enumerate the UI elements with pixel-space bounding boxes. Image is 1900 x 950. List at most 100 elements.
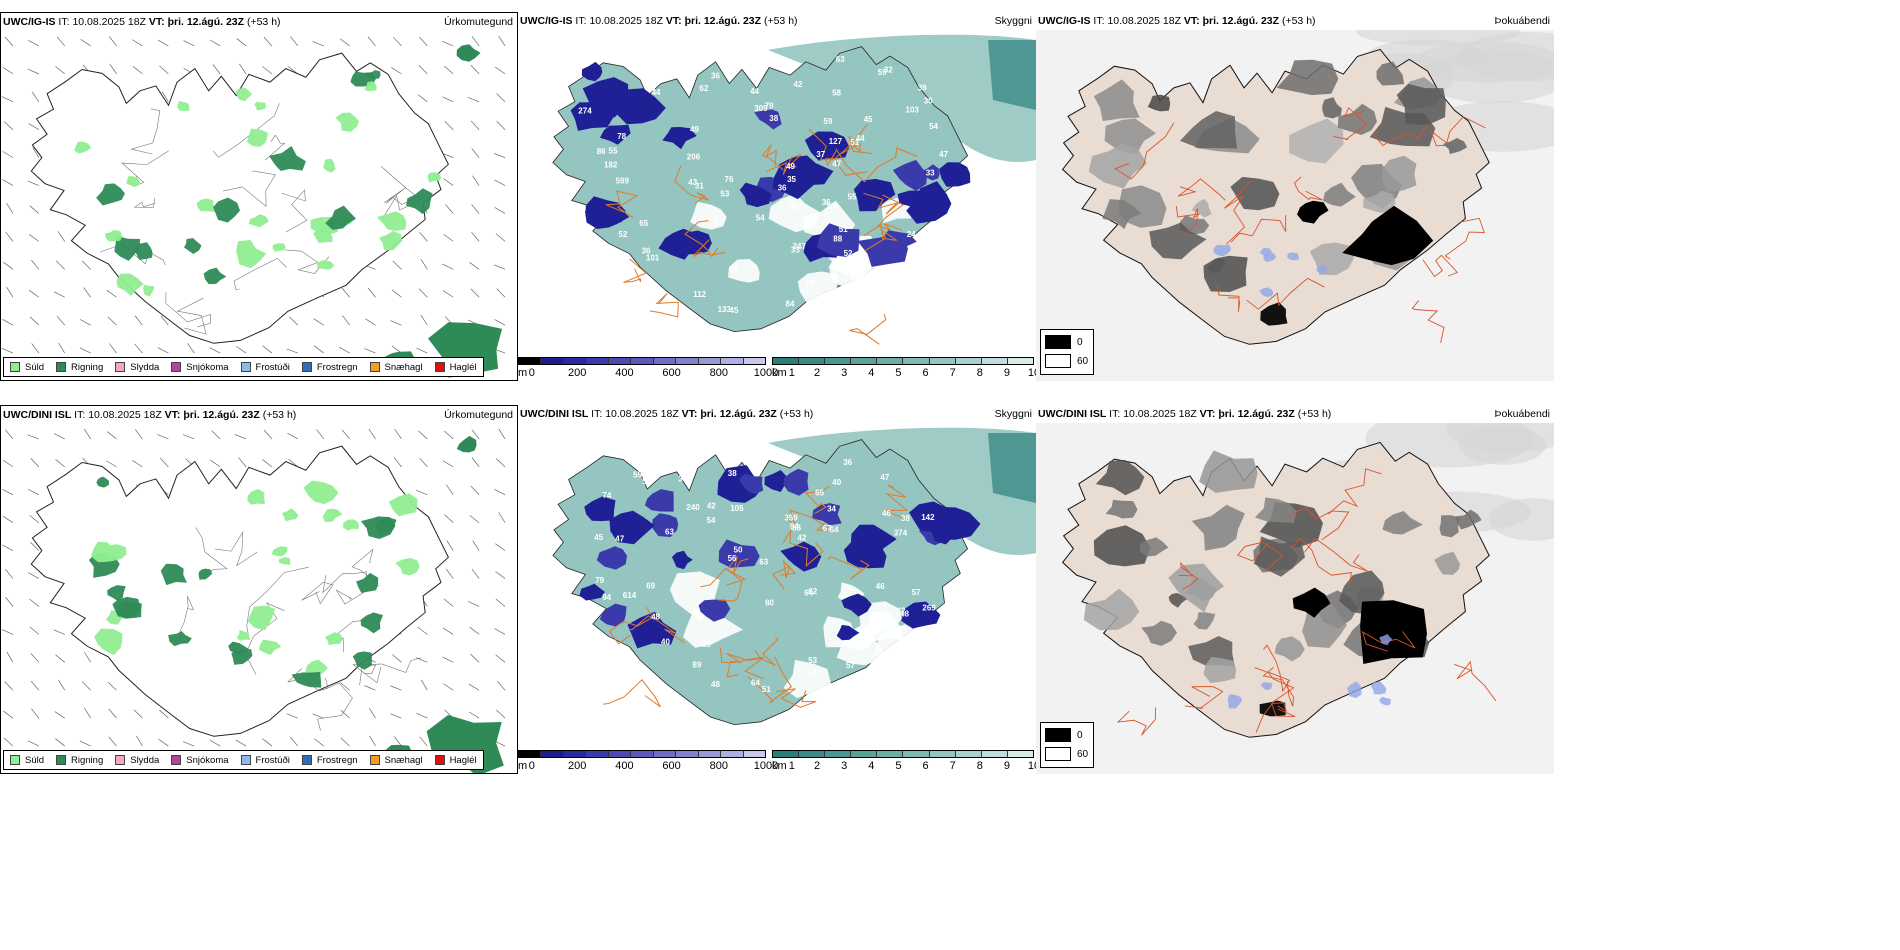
ceiling-value-label: 54: [707, 516, 716, 525]
colorbar-segment: [676, 358, 699, 364]
wind-barb: [494, 319, 506, 326]
visibility-map[interactable]: 55 54 52 36 51 43 51 40 63 59 47 84 37 88 65 59 36 32 33 31…: [518, 30, 1036, 355]
precip-cell: [278, 557, 291, 565]
fog-index-cell: [1289, 118, 1344, 164]
precip-map[interactable]: [1, 424, 517, 773]
terrain-contour: [827, 556, 870, 580]
low-ceiling-cell: [627, 611, 677, 649]
ceiling-value-label: 35: [787, 175, 796, 184]
wind-barb: [132, 66, 143, 75]
precip-cell: [395, 558, 420, 576]
colorbar-tick-label: 0: [528, 367, 535, 379]
terrain-contour: [885, 484, 909, 521]
wind-barb: [3, 737, 14, 747]
wind-barb: [211, 430, 221, 440]
fog-index-cell: [1102, 199, 1142, 230]
visibility-field: [988, 433, 1036, 503]
colorbar-segment: [586, 358, 609, 364]
wind-barb: [419, 736, 428, 747]
ceiling-value-label: 36: [822, 198, 831, 207]
precip-cell: [388, 493, 418, 517]
wind-barb: [29, 316, 40, 326]
precip-cell: [364, 81, 377, 92]
ceiling-colorbar: [518, 750, 766, 758]
fog-map[interactable]: [1036, 30, 1554, 381]
wind-barb: [496, 120, 506, 130]
low-ceiling-cell: [596, 546, 627, 570]
wind-barb: [159, 65, 169, 75]
precip-cell: [160, 563, 187, 586]
ceiling-value-label: 63: [665, 528, 674, 537]
wind-barb: [494, 628, 506, 635]
precip-legend-swatch: [115, 362, 126, 372]
colorbar-segment: [773, 751, 800, 757]
precip-map[interactable]: [1, 31, 517, 380]
ceiling-value-label: 50: [729, 266, 738, 275]
wind-barb: [418, 430, 428, 440]
wind-barb: [312, 713, 324, 719]
ceiling-value-label: 57: [846, 661, 855, 670]
it-value: 10.08.2025 18Z: [88, 409, 162, 421]
wind-barb: [3, 261, 14, 270]
wind-barb: [56, 260, 65, 270]
wind-barb: [470, 485, 480, 496]
fog-map[interactable]: [1036, 423, 1554, 774]
visibility-map[interactable]: 65 64 64 62 47 46 74 48 79 38 46 36 34 39 38 45 56 40 80 24…: [518, 423, 1036, 748]
precip-cell: [213, 197, 241, 223]
precip-cell: [254, 101, 266, 111]
wind-barb: [341, 429, 350, 440]
fog-index-cell: [1105, 499, 1138, 519]
wind-barb: [443, 178, 454, 186]
fog-index-cell: [1147, 94, 1171, 112]
road-line: [1184, 686, 1224, 710]
model-label: UWC/DINI ISL: [520, 408, 589, 420]
ceiling-value-label: 49: [690, 125, 699, 134]
ceiling-value-label: 62: [699, 84, 708, 93]
precip-type-panel-top: UWC/IG-IS IT: 10.08.2025 18Z VT: þri. 12…: [0, 12, 518, 381]
wind-barb: [80, 39, 91, 47]
ceiling-value-label: 94: [790, 522, 799, 531]
wind-barb: [468, 683, 480, 691]
ceiling-value-label: 45: [864, 115, 873, 124]
precip-cell: [236, 630, 251, 641]
wind-barb: [108, 36, 117, 47]
precip-legend-item: Haglél: [434, 362, 477, 373]
wind-barb: [183, 40, 195, 47]
wind-barb: [416, 712, 428, 719]
wind-barb: [28, 489, 40, 496]
wind-barb: [340, 709, 350, 719]
wind-barb: [27, 180, 39, 186]
it-label: IT:: [74, 409, 86, 421]
road-line: [1270, 702, 1296, 717]
wind-barb: [367, 36, 376, 47]
terrain-contour: [776, 688, 817, 708]
fog-field: [1488, 498, 1554, 541]
wind-barb: [472, 175, 480, 186]
ceiling-colorbar: [518, 357, 766, 365]
precip-cell: [456, 44, 481, 62]
wind-barb: [417, 94, 428, 103]
precip-legend-item: Snæhagl: [369, 755, 423, 766]
road-line: [359, 657, 421, 686]
model-label: UWC/DINI ISL: [1038, 408, 1107, 420]
precip-legend-label: Rigning: [71, 754, 104, 766]
wind-barb: [262, 738, 273, 747]
visibility-panel-top: UWC/IG-IS IT: 10.08.2025 18Z VT: þri. 12…: [518, 12, 1036, 381]
wind-barb: [134, 343, 143, 354]
ceiling-value-label: 52: [844, 249, 853, 258]
wind-barb: [53, 291, 65, 298]
wind-barb: [82, 681, 91, 691]
wind-barb: [316, 429, 325, 440]
precip-cell: [107, 585, 126, 601]
road-line: [1216, 285, 1241, 312]
precip-cell: [406, 188, 433, 215]
road-line: [178, 595, 194, 635]
ceiling-value-label: 49: [786, 162, 795, 171]
terrain-contour: [747, 656, 793, 704]
wind-barb: [106, 431, 117, 440]
wind-barb: [312, 41, 324, 47]
precip-legend-swatch: [10, 755, 20, 765]
wind-barb: [236, 345, 247, 354]
wind-barb: [107, 681, 117, 691]
precip-cell: [235, 87, 253, 102]
